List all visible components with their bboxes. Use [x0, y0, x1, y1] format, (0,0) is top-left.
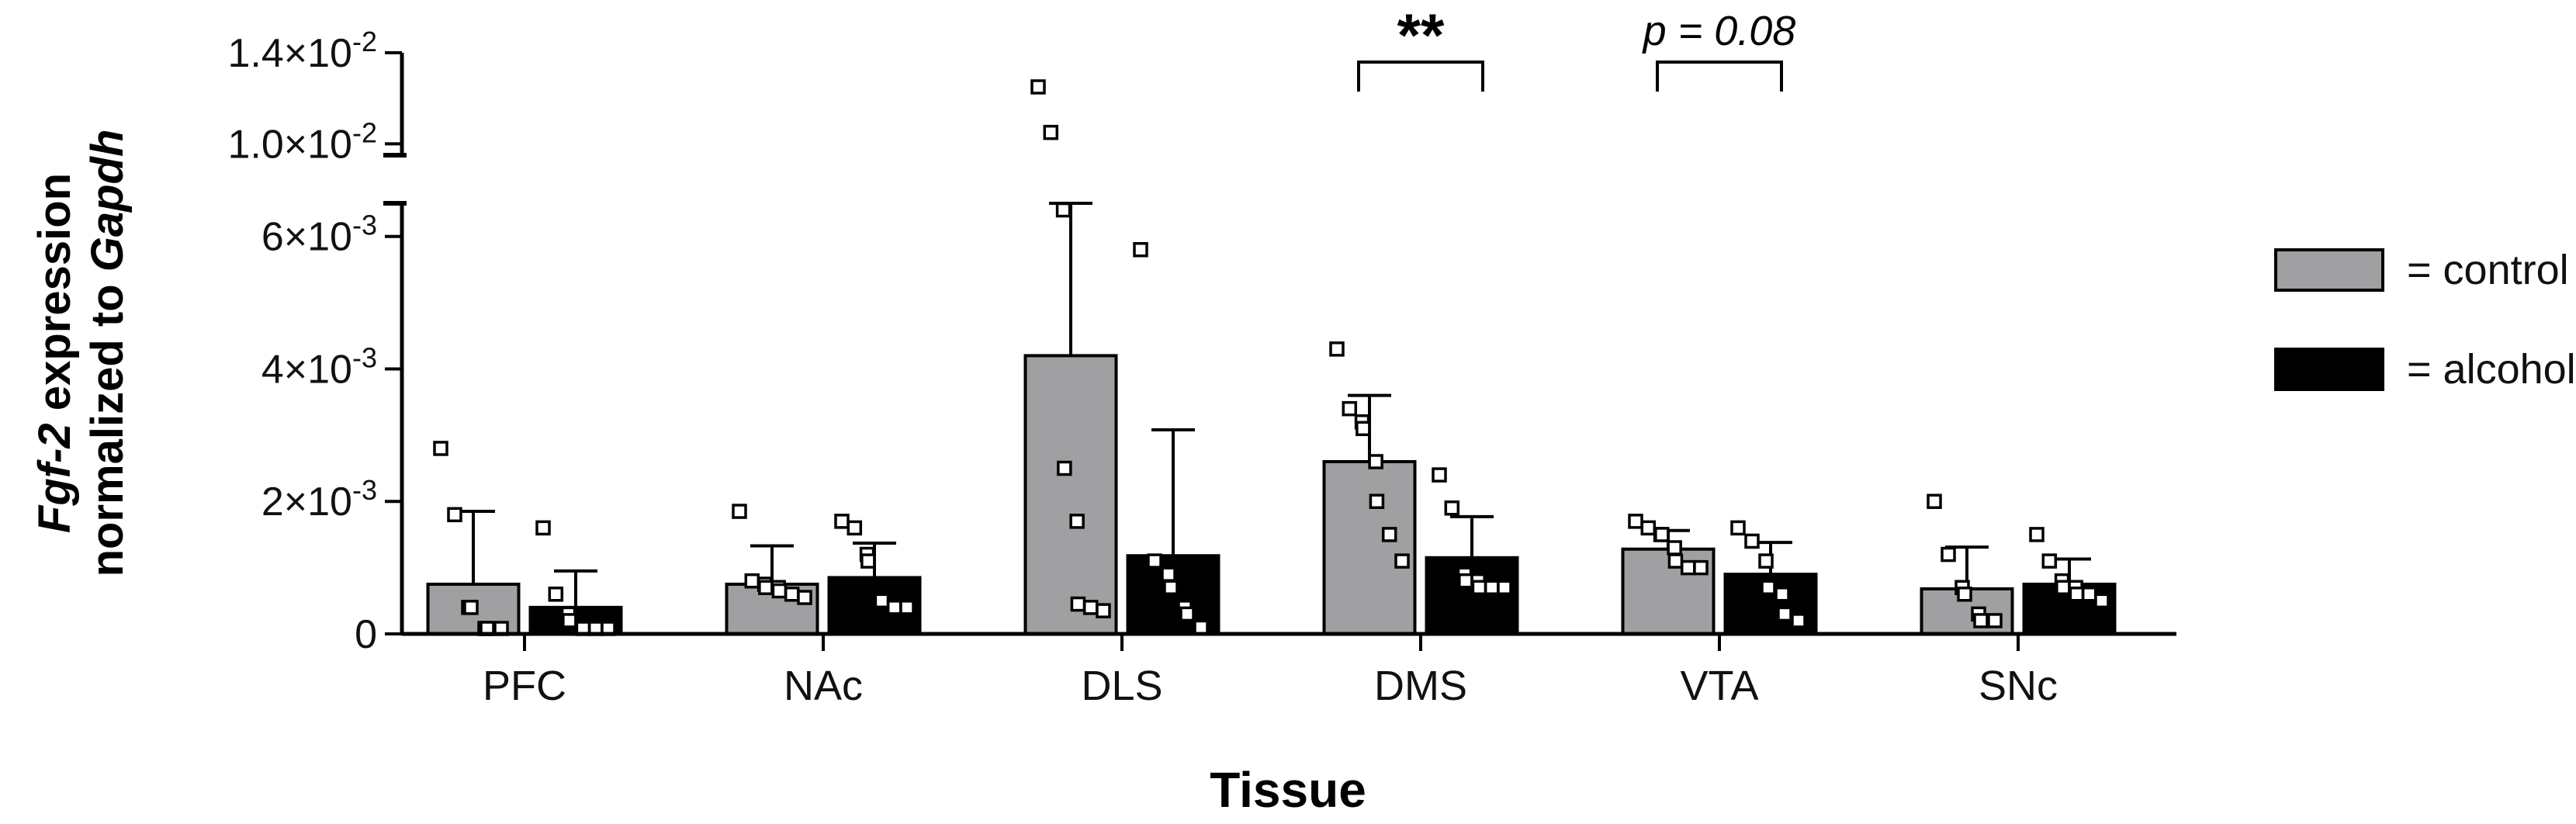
- y-tick-label: 1.4×10-2: [227, 26, 377, 76]
- x-tick-label-dls: DLS: [1081, 663, 1162, 709]
- data-point-alcohol-dms: [1484, 580, 1500, 595]
- data-point-control-dms: [1369, 493, 1385, 509]
- data-point-control-nac: [771, 583, 788, 599]
- data-point-control-vta: [1667, 540, 1682, 556]
- y-tick-label: 4×10-3: [261, 341, 377, 392]
- data-point-alcohol-pfc: [562, 613, 577, 628]
- significance-bracket-dms: [1357, 61, 1484, 92]
- data-point-alcohol-dms: [1497, 580, 1512, 595]
- data-point-control-dls: [1055, 202, 1072, 218]
- data-point-control-pfc: [447, 507, 462, 523]
- y-tick-label: 2×10-3: [261, 474, 377, 525]
- legend-label-alcohol: = alcohol: [2407, 346, 2576, 393]
- data-point-alcohol-dls: [1161, 566, 1176, 582]
- data-point-control-dms: [1356, 421, 1371, 437]
- y-axis-title: Fgf-2 expression normalized to Gapdh: [29, 130, 133, 577]
- data-point-control-snc: [1957, 587, 1972, 602]
- data-point-alcohol-snc: [2029, 527, 2045, 542]
- x-axis-title: Tissue: [1210, 762, 1366, 818]
- data-point-control-snc: [1927, 493, 1942, 509]
- data-point-control-vta: [1640, 520, 1657, 536]
- x-tick-label-snc: SNc: [1979, 663, 2058, 709]
- data-point-alcohol-snc: [2069, 587, 2085, 602]
- data-point-alcohol-dls: [1193, 619, 1209, 635]
- data-point-control-dls: [1069, 514, 1085, 529]
- y-tick-label: 1.0×10-2: [227, 116, 377, 167]
- data-point-alcohol-dms: [1458, 573, 1473, 589]
- data-point-alcohol-nac: [899, 600, 915, 615]
- data-point-alcohol-snc: [2055, 580, 2071, 595]
- data-point-control-vta: [1680, 559, 1696, 576]
- data-point-control-dls: [1030, 79, 1046, 95]
- data-point-alcohol-pfc: [548, 587, 564, 602]
- data-point-control-pfc: [433, 441, 448, 456]
- data-point-control-nac: [784, 587, 800, 602]
- data-point-control-nac: [797, 590, 812, 605]
- x-tick-label-vta: VTA: [1680, 663, 1758, 709]
- legend-swatch-control: [2274, 248, 2384, 292]
- legend-label-control: = control: [2407, 247, 2569, 293]
- data-point-control-vta: [1628, 514, 1643, 529]
- data-point-control-vta: [1693, 559, 1709, 576]
- data-point-alcohol-nac: [874, 593, 890, 609]
- data-point-alcohol-vta: [1774, 587, 1790, 602]
- data-point-alcohol-dls: [1133, 242, 1148, 258]
- data-point-control-nac: [758, 580, 774, 595]
- data-point-control-dls: [1057, 460, 1072, 476]
- legend-swatch-alcohol: [2274, 348, 2384, 391]
- data-point-control-pfc: [463, 600, 479, 615]
- y-axis-title-line2: normalized to Gapdh: [82, 130, 133, 577]
- annotation-vta: p = 0.08: [1642, 8, 1796, 54]
- data-point-alcohol-snc: [2081, 587, 2097, 602]
- data-point-alcohol-dms: [1471, 580, 1487, 595]
- data-point-alcohol-vta: [1730, 520, 1746, 536]
- data-point-control-dms: [1394, 553, 1410, 569]
- y-tick-label: 0: [355, 612, 377, 657]
- x-tick-label-pfc: PFC: [483, 663, 566, 709]
- data-point-alcohol-pfc: [535, 520, 551, 536]
- data-point-alcohol-dls: [1147, 553, 1162, 569]
- significance-bracket-vta: [1656, 61, 1783, 92]
- bar-control-dls: [1023, 354, 1118, 635]
- data-point-alcohol-dls: [1179, 606, 1195, 622]
- data-point-alcohol-vta: [1744, 533, 1760, 549]
- data-point-alcohol-vta: [1777, 606, 1792, 622]
- data-point-alcohol-nac: [886, 600, 902, 615]
- data-point-control-vta: [1654, 527, 1670, 542]
- data-point-alcohol-nac: [847, 520, 863, 536]
- data-point-alcohol-vta: [1761, 580, 1776, 595]
- data-point-control-dms: [1381, 527, 1397, 542]
- data-point-alcohol-dls: [1163, 580, 1179, 595]
- data-point-control-dls: [1070, 596, 1086, 612]
- data-point-alcohol-snc: [2041, 553, 2058, 569]
- data-point-control-nac: [744, 573, 760, 589]
- data-point-control-dms: [1342, 400, 1358, 417]
- data-point-control-dls: [1082, 600, 1099, 615]
- data-point-alcohol-dms: [1432, 467, 1447, 483]
- x-tick-label-dms: DMS: [1374, 663, 1467, 709]
- data-point-alcohol-dms: [1444, 500, 1460, 516]
- annotation-dms: **: [1397, 1, 1445, 69]
- data-point-alcohol-nac: [834, 514, 850, 529]
- x-tick-label-nac: NAc: [784, 663, 863, 709]
- data-point-control-snc: [1941, 546, 1956, 563]
- data-point-control-vta: [1667, 553, 1684, 569]
- data-point-control-dls: [1043, 124, 1059, 140]
- data-point-control-snc: [1973, 613, 1989, 628]
- data-point-control-dls: [1096, 603, 1111, 618]
- bar-control-dms: [1322, 460, 1417, 635]
- data-point-control-dms: [1368, 454, 1383, 469]
- data-point-alcohol-snc: [2094, 593, 2110, 609]
- data-point-control-nac: [732, 504, 747, 519]
- data-point-alcohol-vta: [1758, 553, 1774, 569]
- y-axis-title-line1: Fgf-2 expression: [29, 173, 80, 533]
- data-point-control-dms: [1329, 341, 1345, 357]
- data-point-control-snc: [1987, 613, 2003, 628]
- y-tick-label: 6×10-3: [261, 209, 377, 260]
- data-point-alcohol-nac: [860, 553, 876, 569]
- data-point-alcohol-vta: [1791, 613, 1806, 628]
